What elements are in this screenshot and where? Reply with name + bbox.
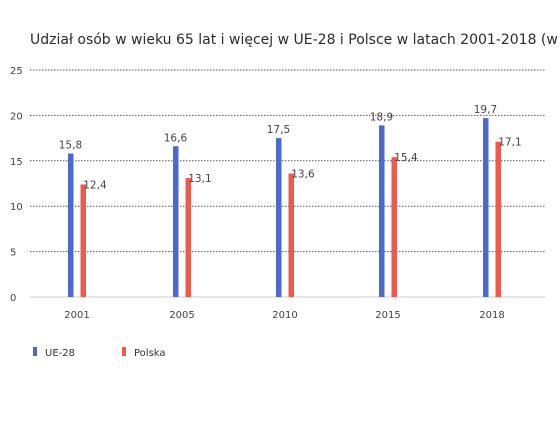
data-label: 19,7 xyxy=(474,104,497,116)
y-tick-label: 5 xyxy=(10,248,16,259)
data-label: 15,8 xyxy=(59,140,82,152)
data-label: 13,6 xyxy=(291,169,315,181)
x-tick-label: 2010 xyxy=(272,310,297,321)
chart-title: Udział osób w wieku 65 lat i więcej w UE… xyxy=(30,32,560,48)
data-label: 13,1 xyxy=(188,173,211,185)
x-tick-label: 2015 xyxy=(375,310,400,321)
y-tick-label: 10 xyxy=(10,202,23,213)
data-label: 15,4 xyxy=(394,152,418,164)
bar-ue28 xyxy=(379,125,385,297)
x-tick-label: 2005 xyxy=(169,310,194,321)
bar-ue28 xyxy=(483,118,489,298)
bar-ue28 xyxy=(173,146,179,297)
x-axis: 2001 2005 2010 2015 2018 xyxy=(64,310,504,321)
data-label: 18,9 xyxy=(370,111,393,123)
data-label: 17,1 xyxy=(498,137,521,149)
bar-ue28 xyxy=(68,153,74,297)
bar-polska xyxy=(80,184,86,297)
legend-label: UE-28 xyxy=(45,348,75,359)
bar-polska xyxy=(495,141,501,297)
y-tick-label: 20 xyxy=(10,111,23,122)
legend: UE-28 Polska xyxy=(33,347,166,359)
y-tick-label: 15 xyxy=(10,157,23,168)
y-axis: 0 5 10 15 20 25 xyxy=(10,66,23,304)
bars: 15,8 16,6 17,5 18,9 19,7 12,4 13,1 13,6 15,4 17,1 xyxy=(59,104,522,298)
bar-ue28 xyxy=(276,138,282,297)
x-tick-label: 2018 xyxy=(479,310,504,321)
legend-swatch-polska xyxy=(122,347,126,356)
data-label: 16,6 xyxy=(164,132,188,144)
bar-polska xyxy=(288,173,294,297)
bar-polska xyxy=(185,178,191,297)
legend-swatch-ue28 xyxy=(33,347,37,356)
data-label: 12,4 xyxy=(83,179,107,191)
y-tick-label: 0 xyxy=(10,293,16,304)
bar-polska xyxy=(391,157,397,297)
grid-lines xyxy=(30,69,545,298)
data-label: 17,5 xyxy=(267,124,290,136)
x-tick-label: 2001 xyxy=(64,310,89,321)
y-tick-label: 25 xyxy=(10,66,23,77)
legend-label: Polska xyxy=(134,348,166,359)
